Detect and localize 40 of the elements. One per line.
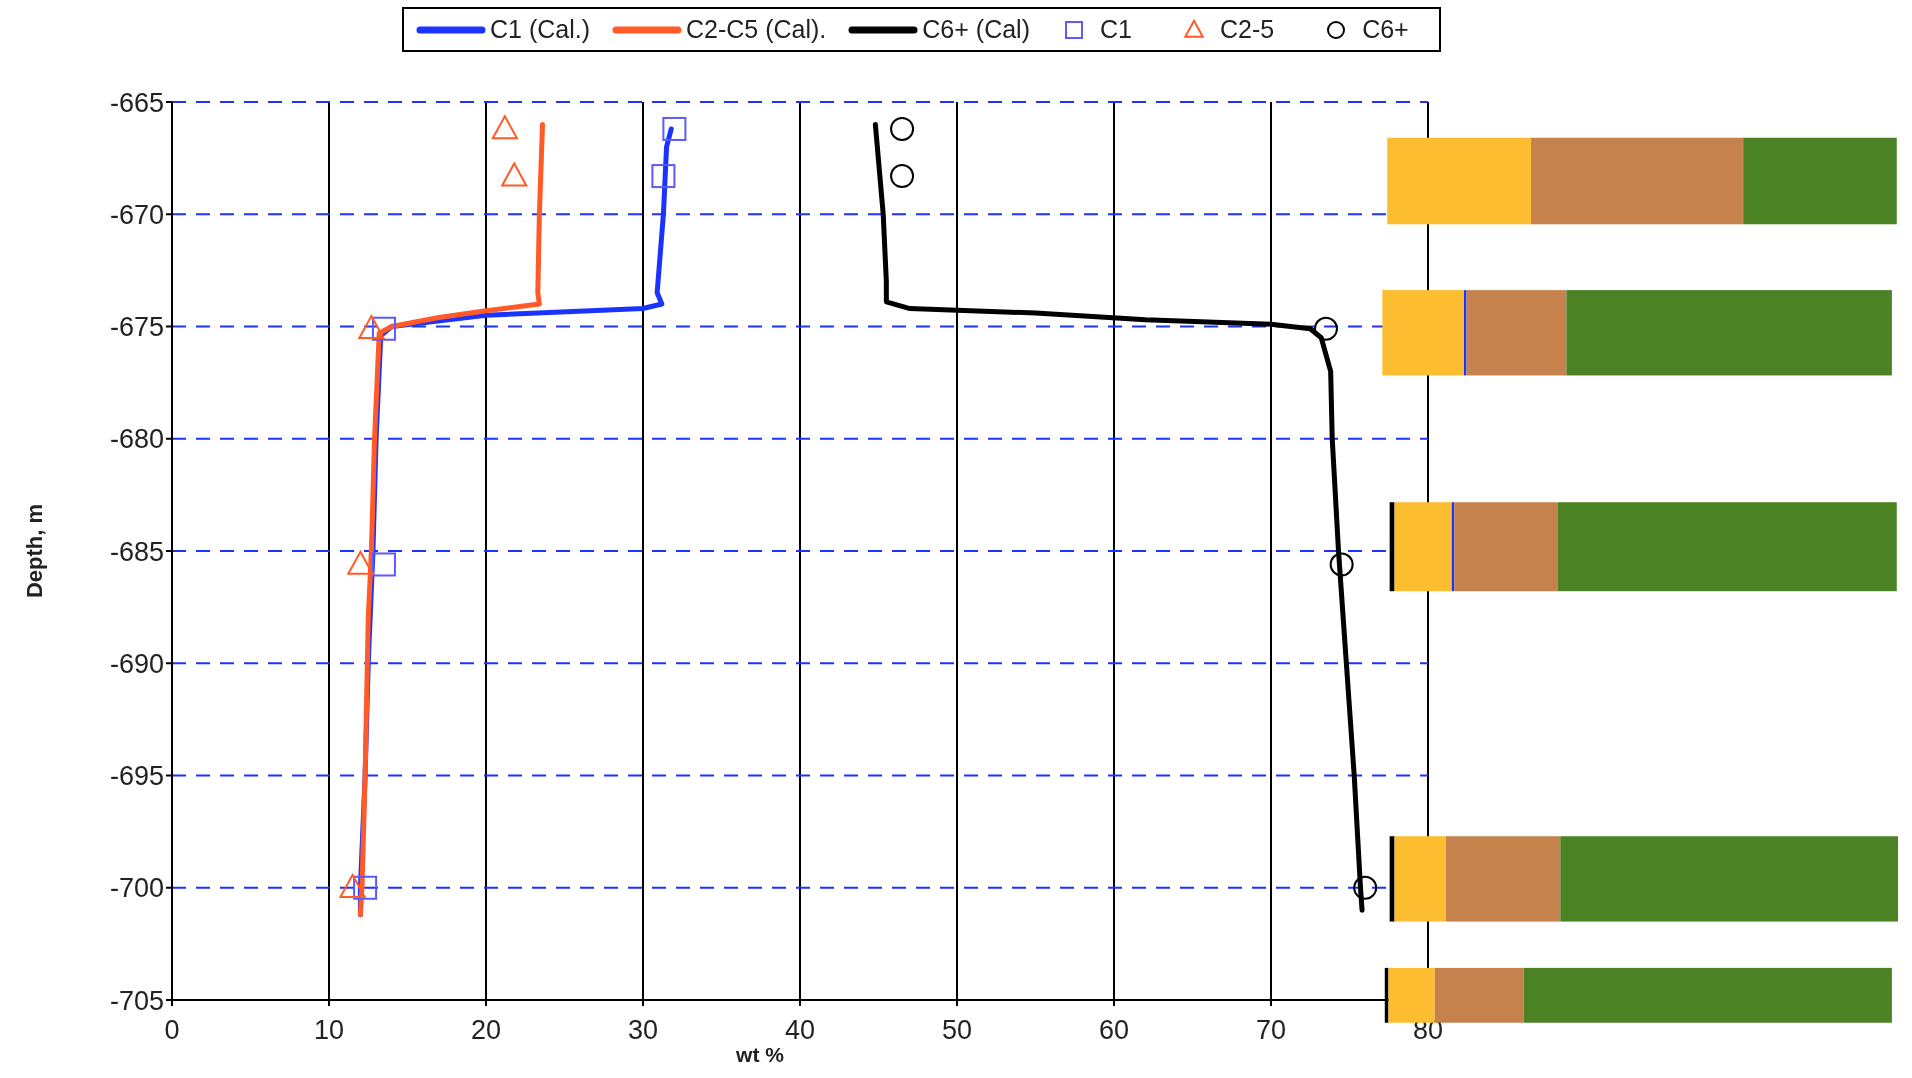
point: [347, 550, 374, 575]
legend-label: C2-C5 (Cal).: [686, 15, 827, 44]
legend-label: C6+ (Cal): [922, 15, 1030, 44]
point: [358, 315, 385, 340]
point: [371, 316, 396, 341]
x-tick-label: 10: [313, 1015, 345, 1046]
x-tick-label: 20: [470, 1015, 502, 1046]
point: [491, 115, 518, 140]
y-tick-label: -695: [109, 761, 164, 792]
y-tick-label: -665: [109, 87, 164, 118]
legend-label: C2-5: [1219, 15, 1275, 44]
legend-label: C1 (Cal.): [490, 15, 591, 44]
point: [1353, 875, 1378, 900]
point: [339, 874, 366, 899]
legend-label: C6+: [1362, 15, 1409, 44]
x-axis-title: wt %: [735, 1043, 785, 1066]
point: [371, 552, 396, 577]
y-tick-label: -680: [109, 424, 164, 455]
y-tick-label: -670: [109, 199, 164, 230]
legend-label: C1: [1099, 15, 1132, 44]
point: [662, 116, 687, 141]
point: [1313, 316, 1338, 341]
point: [1329, 552, 1354, 577]
point: [890, 164, 915, 189]
point: [353, 875, 378, 900]
x-tick-label: 70: [1255, 1015, 1287, 1046]
point: [651, 164, 676, 189]
point: [890, 116, 915, 141]
y-tick-label: -700: [109, 873, 164, 904]
y-tick-label: -685: [109, 536, 164, 567]
y-tick-label: -690: [109, 648, 164, 679]
y-tick-label: -675: [109, 312, 164, 343]
x-tick-label: 30: [627, 1015, 659, 1046]
point: [501, 162, 528, 187]
x-tick-label: 50: [941, 1015, 973, 1046]
x-tick-label: 60: [1098, 1015, 1130, 1046]
x-tick-label: 0: [164, 1015, 180, 1046]
y-tick-label: -705: [109, 985, 164, 1016]
x-tick-label: 40: [784, 1015, 816, 1046]
y-axis-title: Depth, m: [21, 503, 47, 599]
